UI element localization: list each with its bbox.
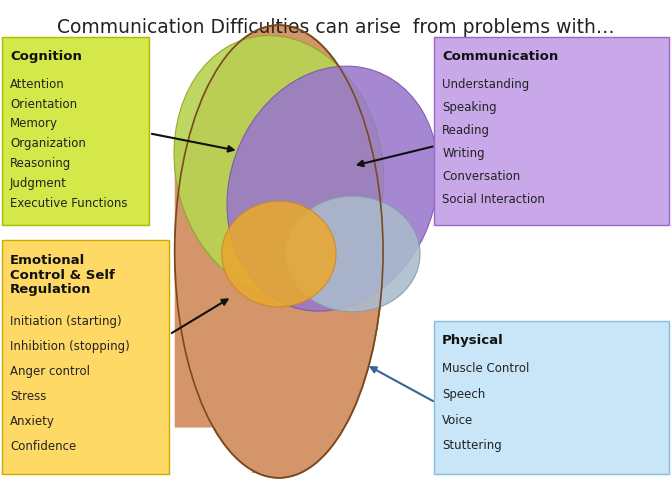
Ellipse shape bbox=[175, 25, 383, 478]
Text: Orientation: Orientation bbox=[10, 98, 77, 111]
Ellipse shape bbox=[174, 36, 384, 296]
Text: Speech: Speech bbox=[442, 388, 485, 401]
Polygon shape bbox=[175, 141, 279, 428]
Ellipse shape bbox=[286, 196, 420, 312]
Text: Speaking: Speaking bbox=[442, 101, 497, 114]
Text: Physical: Physical bbox=[442, 334, 504, 348]
FancyBboxPatch shape bbox=[2, 37, 149, 225]
Text: Reasoning: Reasoning bbox=[10, 157, 71, 170]
Text: Organization: Organization bbox=[10, 137, 86, 150]
Text: Writing: Writing bbox=[442, 147, 485, 160]
Text: Judgment: Judgment bbox=[10, 177, 67, 190]
Text: Understanding: Understanding bbox=[442, 78, 530, 91]
Text: Muscle Control: Muscle Control bbox=[442, 362, 530, 375]
Text: Initiation (starting): Initiation (starting) bbox=[10, 315, 122, 328]
Text: Cognition: Cognition bbox=[10, 50, 82, 63]
Text: Memory: Memory bbox=[10, 118, 58, 130]
Text: Social Interaction: Social Interaction bbox=[442, 193, 545, 206]
FancyBboxPatch shape bbox=[434, 37, 669, 225]
Text: Voice: Voice bbox=[442, 413, 474, 427]
Text: Confidence: Confidence bbox=[10, 440, 77, 453]
Ellipse shape bbox=[227, 66, 438, 311]
FancyBboxPatch shape bbox=[434, 321, 669, 474]
Text: Emotional
Control & Self
Regulation: Emotional Control & Self Regulation bbox=[10, 254, 115, 296]
Text: Reading: Reading bbox=[442, 124, 490, 137]
Text: Attention: Attention bbox=[10, 78, 65, 91]
FancyBboxPatch shape bbox=[252, 385, 302, 473]
Text: Executive Functions: Executive Functions bbox=[10, 197, 128, 210]
Text: Communication: Communication bbox=[442, 50, 558, 63]
Text: Stress: Stress bbox=[10, 390, 46, 403]
Text: Inhibition (stopping): Inhibition (stopping) bbox=[10, 340, 130, 353]
Text: Conversation: Conversation bbox=[442, 170, 520, 183]
Text: Anger control: Anger control bbox=[10, 365, 90, 378]
Text: Anxiety: Anxiety bbox=[10, 415, 55, 428]
Text: Stuttering: Stuttering bbox=[442, 440, 502, 453]
Text: Communication Difficulties can arise  from problems with…: Communication Difficulties can arise fro… bbox=[57, 18, 615, 37]
FancyBboxPatch shape bbox=[2, 240, 169, 474]
Ellipse shape bbox=[222, 201, 336, 307]
